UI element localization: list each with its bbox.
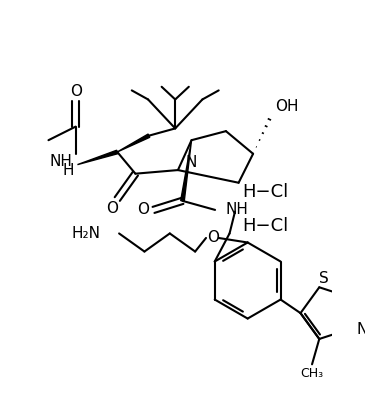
Text: H−Cl: H−Cl bbox=[243, 183, 289, 201]
Polygon shape bbox=[77, 150, 118, 165]
Text: N: N bbox=[185, 155, 197, 170]
Text: O: O bbox=[106, 201, 118, 216]
Text: H: H bbox=[63, 163, 74, 178]
Text: OH: OH bbox=[275, 99, 298, 114]
Text: H₂N: H₂N bbox=[72, 226, 101, 241]
Polygon shape bbox=[181, 140, 192, 201]
Text: NH: NH bbox=[226, 202, 249, 217]
Text: NH: NH bbox=[50, 153, 73, 168]
Text: CH₃: CH₃ bbox=[300, 367, 324, 380]
Text: H−Cl: H−Cl bbox=[243, 217, 289, 235]
Text: O: O bbox=[137, 202, 149, 217]
Polygon shape bbox=[117, 134, 150, 152]
Text: N: N bbox=[357, 321, 365, 336]
Text: O: O bbox=[70, 84, 82, 99]
Text: S: S bbox=[319, 271, 328, 286]
Text: O: O bbox=[207, 230, 219, 245]
